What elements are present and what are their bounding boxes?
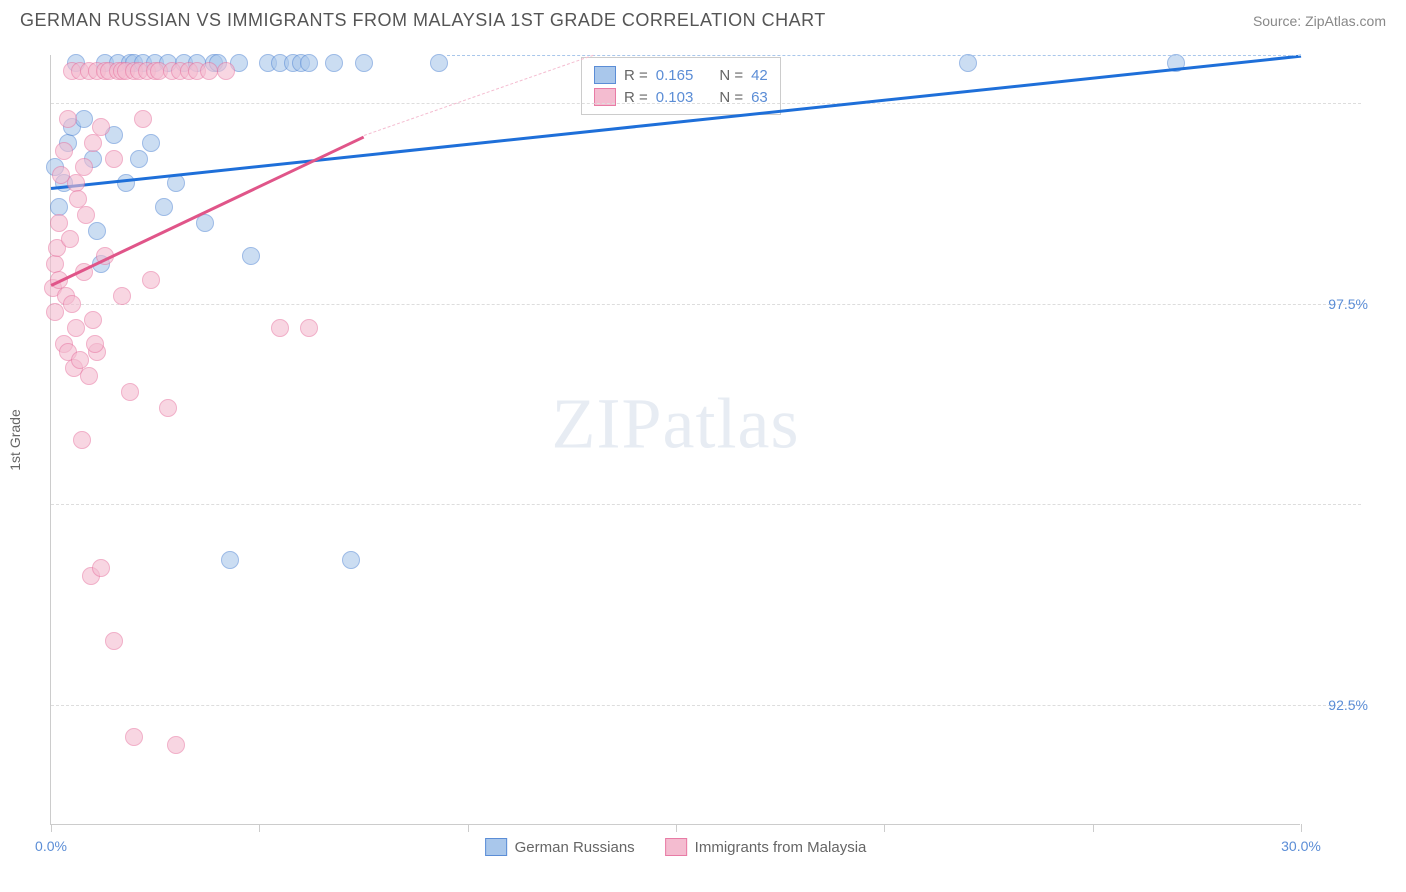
legend-row-1: R = 0.165 N = 42 [594, 64, 768, 86]
data-point [142, 271, 160, 289]
data-point [75, 158, 93, 176]
bottom-legend: German Russians Immigrants from Malaysia [485, 838, 867, 856]
data-point [67, 319, 85, 337]
data-point [430, 54, 448, 72]
gridline [51, 705, 1361, 706]
watermark: ZIPatlas [552, 383, 800, 466]
data-point [63, 295, 81, 313]
x-tick [676, 824, 677, 832]
data-point [242, 247, 260, 265]
watermark-part1: ZIP [552, 384, 663, 464]
x-tick [884, 824, 885, 832]
bottom-legend-label-2: Immigrants from Malaysia [695, 839, 867, 856]
data-point [130, 150, 148, 168]
data-point [167, 736, 185, 754]
data-point [196, 214, 214, 232]
x-tick-label: 30.0% [1281, 838, 1321, 854]
r-label-1: R = [624, 67, 648, 84]
watermark-part2: atlas [663, 384, 800, 464]
data-point [200, 62, 218, 80]
data-point [92, 118, 110, 136]
trend-dash [447, 55, 1301, 56]
data-point [55, 142, 73, 160]
data-point [105, 632, 123, 650]
trend-dash [363, 55, 592, 136]
x-tick [468, 824, 469, 832]
data-point [75, 110, 93, 128]
data-point [61, 230, 79, 248]
y-axis-label: 1st Grade [7, 409, 23, 470]
n-label-1: N = [719, 67, 743, 84]
x-tick [1301, 824, 1302, 832]
data-point [46, 255, 64, 273]
chart-title: GERMAN RUSSIAN VS IMMIGRANTS FROM MALAYS… [20, 10, 826, 31]
data-point [167, 174, 185, 192]
data-point [46, 303, 64, 321]
data-point [92, 559, 110, 577]
data-point [300, 54, 318, 72]
n-value-1: 42 [751, 67, 768, 84]
legend-swatch-pink-icon [665, 838, 687, 856]
scatter-plot: ZIPatlas R = 0.165 N = 42 R = 0.103 N = … [50, 55, 1300, 825]
data-point [59, 110, 77, 128]
correlation-legend: R = 0.165 N = 42 R = 0.103 N = 63 [581, 57, 781, 115]
data-point [159, 399, 177, 417]
data-point [134, 110, 152, 128]
legend-row-2: R = 0.103 N = 63 [594, 86, 768, 108]
data-point [80, 367, 98, 385]
y-tick-label: 92.5% [1328, 697, 1368, 713]
chart-area: 1st Grade ZIPatlas R = 0.165 N = 42 R = … [50, 55, 1370, 825]
y-tick-label: 97.5% [1328, 296, 1368, 312]
data-point [84, 134, 102, 152]
legend-swatch-blue-icon [485, 838, 507, 856]
chart-source: Source: ZipAtlas.com [1253, 13, 1386, 29]
data-point [77, 206, 95, 224]
x-tick [1093, 824, 1094, 832]
data-point [300, 319, 318, 337]
legend-swatch-blue [594, 66, 616, 84]
data-point [86, 335, 104, 353]
data-point [342, 551, 360, 569]
data-point [125, 728, 143, 746]
gridline [51, 504, 1361, 505]
data-point [355, 54, 373, 72]
data-point [271, 319, 289, 337]
x-tick [259, 824, 260, 832]
r-value-1: 0.165 [656, 67, 694, 84]
header: GERMAN RUSSIAN VS IMMIGRANTS FROM MALAYS… [0, 0, 1406, 36]
gridline [51, 103, 1361, 104]
data-point [50, 214, 68, 232]
data-point [113, 287, 131, 305]
gridline [51, 304, 1361, 305]
bottom-legend-label-1: German Russians [515, 839, 635, 856]
data-point [121, 383, 139, 401]
data-point [88, 222, 106, 240]
data-point [84, 311, 102, 329]
data-point [325, 54, 343, 72]
data-point [217, 62, 235, 80]
data-point [142, 134, 160, 152]
data-point [73, 431, 91, 449]
data-point [155, 198, 173, 216]
bottom-legend-item-2: Immigrants from Malaysia [665, 838, 867, 856]
data-point [105, 150, 123, 168]
x-tick-label: 0.0% [35, 838, 67, 854]
x-tick [51, 824, 52, 832]
data-point [117, 174, 135, 192]
data-point [959, 54, 977, 72]
data-point [221, 551, 239, 569]
bottom-legend-item-1: German Russians [485, 838, 635, 856]
